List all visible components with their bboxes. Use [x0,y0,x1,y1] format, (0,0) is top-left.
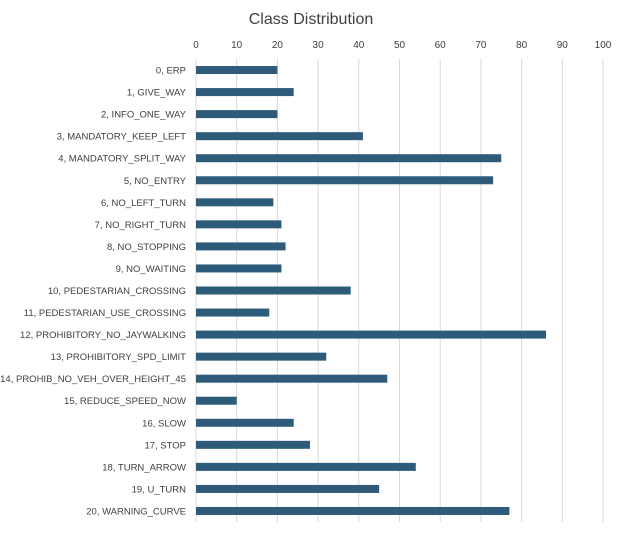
x-tick-label: 100 [595,40,612,51]
bar [196,220,282,229]
x-tick-label: 70 [475,40,487,51]
category-labels: 0, ERP 1, GIVE_WAY 2, INFO_ONE_WAY 3, MANDA… [0,66,187,518]
bar [196,176,494,185]
category-label: 18, TURN_ARROW [102,462,186,473]
x-tick-label: 90 [557,40,569,51]
category-label: 5, NO_ENTRY [124,176,187,187]
bar [196,132,363,141]
category-label: 14, PROHIB_NO_VEH_OVER_HEIGHT_45 [0,374,186,385]
category-label: 1, GIVE_WAY [127,88,187,99]
chart-title: Class Distribution [249,11,373,28]
bars [196,66,547,515]
bar [196,462,416,471]
x-tick-label: 20 [272,40,284,51]
bar [196,264,282,273]
category-label: 11, PEDESTARIAN_USE_CROSSING [24,308,186,319]
x-tick-label: 0 [193,40,199,51]
category-label: 3, MANDATORY_KEEP_LEFT [57,132,187,143]
bar [196,440,310,449]
category-label: 20, WARNING_CURVE [86,506,186,517]
category-label: 0, ERP [156,66,186,77]
bar [196,154,502,163]
x-tick-label: 10 [231,40,243,51]
category-label: 17, STOP [144,440,186,451]
category-label: 9, NO_WAITING [116,264,186,275]
x-tick-label: 40 [353,40,365,51]
category-label: 10, PEDESTARIAN_CROSSING [48,286,186,297]
category-label: 15, REDUCE_SPEED_NOW [64,396,186,407]
bar [196,352,327,361]
bar [196,308,270,317]
x-axis-ticks: 0 10 20 30 40 50 60 70 80 90 100 [193,40,612,51]
x-tick-label: 80 [516,40,528,51]
bar [196,198,274,207]
category-label: 13, PROHIBITORY_SPD_LIMIT [51,352,187,363]
bar [196,88,294,97]
bar [196,66,278,75]
category-label: 16, SLOW [142,418,186,429]
bar [196,110,278,119]
bar [196,506,510,515]
category-label: 2, INFO_ONE_WAY [101,110,187,121]
x-tick-label: 50 [394,40,406,51]
category-label: 7, NO_RIGHT_TURN [95,220,186,231]
category-label: 6, NO_LEFT_TURN [101,198,186,209]
bar [196,396,237,405]
category-label: 12, PROHIBITORY_NO_JAYWALKING [20,330,186,341]
bar [196,242,286,251]
bar [196,286,351,295]
bar [196,484,380,493]
bar [196,330,547,339]
bar [196,374,388,383]
x-tick-label: 30 [313,40,325,51]
category-label: 19, U_TURN [132,484,187,495]
category-label: 8, NO_STOPPING [107,242,186,253]
bar [196,418,294,427]
category-label: 4, MANDATORY_SPLIT_WAY [58,154,186,165]
x-tick-label: 60 [435,40,447,51]
